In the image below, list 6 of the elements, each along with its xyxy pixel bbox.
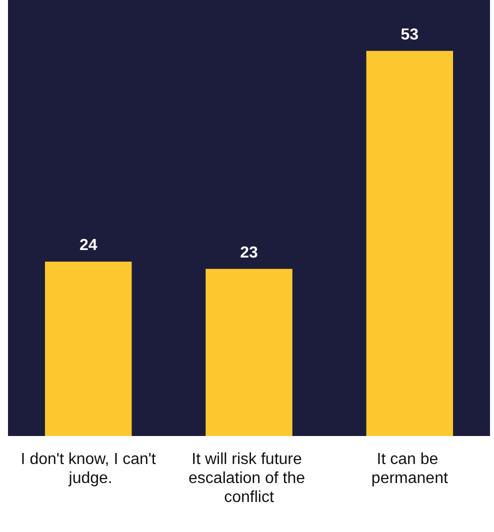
x-tick-label: It can be permanent [371,451,448,487]
data-label: 53 [400,26,419,44]
data-label: 23 [240,244,258,262]
data-label: 24 [79,237,98,254]
x-tick-label: It will risk future escalation of the conflict [188,451,310,506]
x-tick-label: I don't know, I can't judge. [20,451,156,487]
